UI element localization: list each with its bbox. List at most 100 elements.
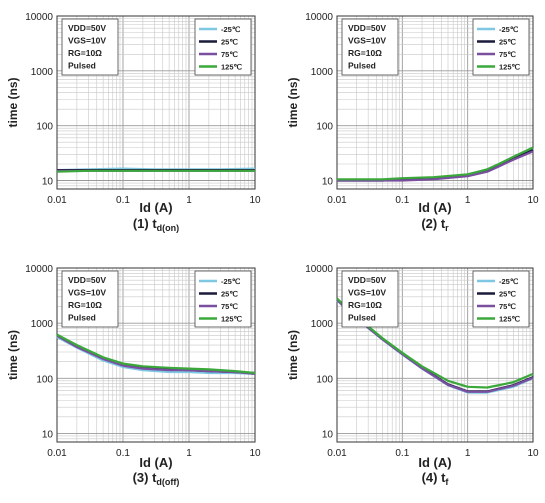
y-tick-label: 10000 [25, 264, 53, 275]
condition-text: VGS=10V [68, 288, 106, 298]
legend-label: 75℃ [221, 302, 238, 311]
x-tick-label: 0.01 [327, 195, 347, 206]
x-axis-label: Id (A) [418, 200, 451, 215]
condition-text: VGS=10V [348, 288, 386, 298]
y-tick-label: 10 [42, 177, 54, 188]
x-tick-label: 10 [527, 195, 539, 206]
plot-frame [56, 267, 256, 443]
series-line-3 [56, 334, 256, 375]
y-tick-label: 10000 [25, 12, 53, 23]
panel-caption: (2) tr [421, 216, 449, 233]
x-tick-label: 0.01 [47, 448, 67, 459]
x-tick-label: 0.1 [395, 195, 409, 206]
y-tick-label: 1000 [31, 67, 54, 78]
y-axis-label: time (ns) [6, 77, 20, 127]
y-tick-label: 10000 [305, 264, 333, 275]
legend-label: -25℃ [499, 277, 519, 286]
conditions-box: VDD=50V VGS=10V RG=10Ω Pulsed [61, 18, 119, 76]
legend-label: 25℃ [221, 290, 238, 299]
x-tick-label: 1 [465, 195, 471, 206]
legend-label: 25℃ [221, 38, 238, 47]
chart-panel-2: 0.01 0.1 1 10 10 100 1000 10000 time (ns) Id (A)(… [286, 12, 539, 233]
legend-label: 75℃ [499, 302, 516, 311]
plot-frame [336, 267, 534, 443]
legend: -25℃ 25℃ 75℃ 125℃ [472, 18, 530, 76]
legend: -25℃ 25℃ 75℃ 125℃ [472, 270, 530, 328]
y-tick-label: 1000 [311, 319, 334, 330]
panel-caption: (1) td(on) [133, 216, 179, 233]
x-tick-label: 0.01 [327, 448, 347, 459]
condition-text: Pulsed [348, 313, 376, 323]
y-axis-label: time (ns) [286, 77, 300, 127]
legend-label: 25℃ [499, 38, 516, 47]
conditions-box: VDD=50V VGS=10V RG=10Ω Pulsed [341, 18, 399, 76]
condition-text: Pulsed [68, 313, 96, 323]
y-tick-label: 100 [316, 374, 333, 385]
legend: -25℃ 25℃ 75℃ 125℃ [194, 270, 252, 328]
y-tick-label: 10 [322, 429, 334, 440]
condition-text: VDD=50V [348, 275, 386, 285]
series-line-4 [56, 169, 255, 173]
legend-label: 125℃ [221, 315, 243, 324]
y-axis-label: time (ns) [6, 330, 20, 380]
plot-frame [56, 15, 256, 190]
chart-panel-4: 0.01 0.1 1 10 10 100 1000 10000 time (ns) Id (A)(… [286, 264, 539, 487]
legend-label: -25℃ [221, 277, 241, 286]
condition-text: RG=10Ω [348, 300, 382, 310]
legend-label: 75℃ [499, 50, 516, 59]
x-axis-label: Id (A) [139, 200, 172, 215]
legend-label: 125℃ [499, 315, 521, 324]
panel-caption: (4) tf [422, 470, 450, 487]
condition-text: RG=10Ω [348, 48, 382, 58]
x-tick-label: 1 [186, 195, 192, 206]
legend-label: 75℃ [221, 50, 238, 59]
condition-text: Pulsed [68, 61, 96, 71]
y-tick-label: 100 [316, 122, 333, 133]
legend-label: -25℃ [221, 25, 241, 34]
condition-text: VGS=10V [68, 36, 106, 46]
chart-panel-1: 0.01 0.1 1 10 10 100 1000 10000 time (ns) Id (A)(… [6, 12, 261, 233]
x-tick-label: 1 [465, 448, 471, 459]
y-tick-label: 10 [42, 429, 54, 440]
conditions-box: VDD=50V VGS=10V RG=10Ω Pulsed [341, 270, 399, 328]
y-tick-label: 1000 [311, 67, 334, 78]
x-tick-label: 10 [249, 195, 261, 206]
x-tick-label: 0.1 [395, 448, 409, 459]
y-axis-label: time (ns) [286, 330, 300, 380]
x-tick-label: 10 [249, 448, 261, 459]
series-line-3 [337, 150, 534, 182]
series-line-4 [337, 146, 534, 181]
condition-text: Pulsed [348, 61, 376, 71]
x-tick-label: 0.1 [116, 448, 130, 459]
condition-text: VDD=50V [68, 275, 106, 285]
x-tick-label: 10 [527, 448, 539, 459]
x-axis-label: Id (A) [139, 455, 172, 470]
condition-text: RG=10Ω [68, 300, 102, 310]
x-tick-label: 0.01 [47, 195, 67, 206]
series-line-4 [56, 333, 256, 375]
legend-label: 25℃ [499, 290, 516, 299]
x-tick-label: 0.1 [116, 195, 130, 206]
x-tick-label: 1 [186, 448, 192, 459]
plot-frame [336, 15, 534, 190]
legend-label: 125℃ [221, 63, 243, 72]
y-tick-label: 100 [36, 374, 53, 385]
condition-text: VDD=50V [68, 23, 106, 33]
y-tick-label: 10 [322, 177, 334, 188]
condition-text: RG=10Ω [68, 48, 102, 58]
condition-text: VGS=10V [348, 36, 386, 46]
legend-label: -25℃ [499, 25, 519, 34]
panel-caption: (3) td(off) [133, 470, 180, 487]
y-tick-label: 1000 [31, 319, 54, 330]
series-line-4 [336, 297, 534, 389]
condition-text: VDD=50V [348, 23, 386, 33]
x-axis-label: Id (A) [418, 455, 451, 470]
legend-label: 125℃ [499, 63, 521, 72]
chart-panel-3: 0.01 0.1 1 10 10 100 1000 10000 time (ns) Id (A)(… [6, 264, 261, 487]
y-tick-label: 100 [36, 122, 53, 133]
y-tick-label: 10000 [305, 12, 333, 23]
legend: -25℃ 25℃ 75℃ 125℃ [194, 18, 252, 76]
conditions-box: VDD=50V VGS=10V RG=10Ω Pulsed [61, 270, 119, 328]
